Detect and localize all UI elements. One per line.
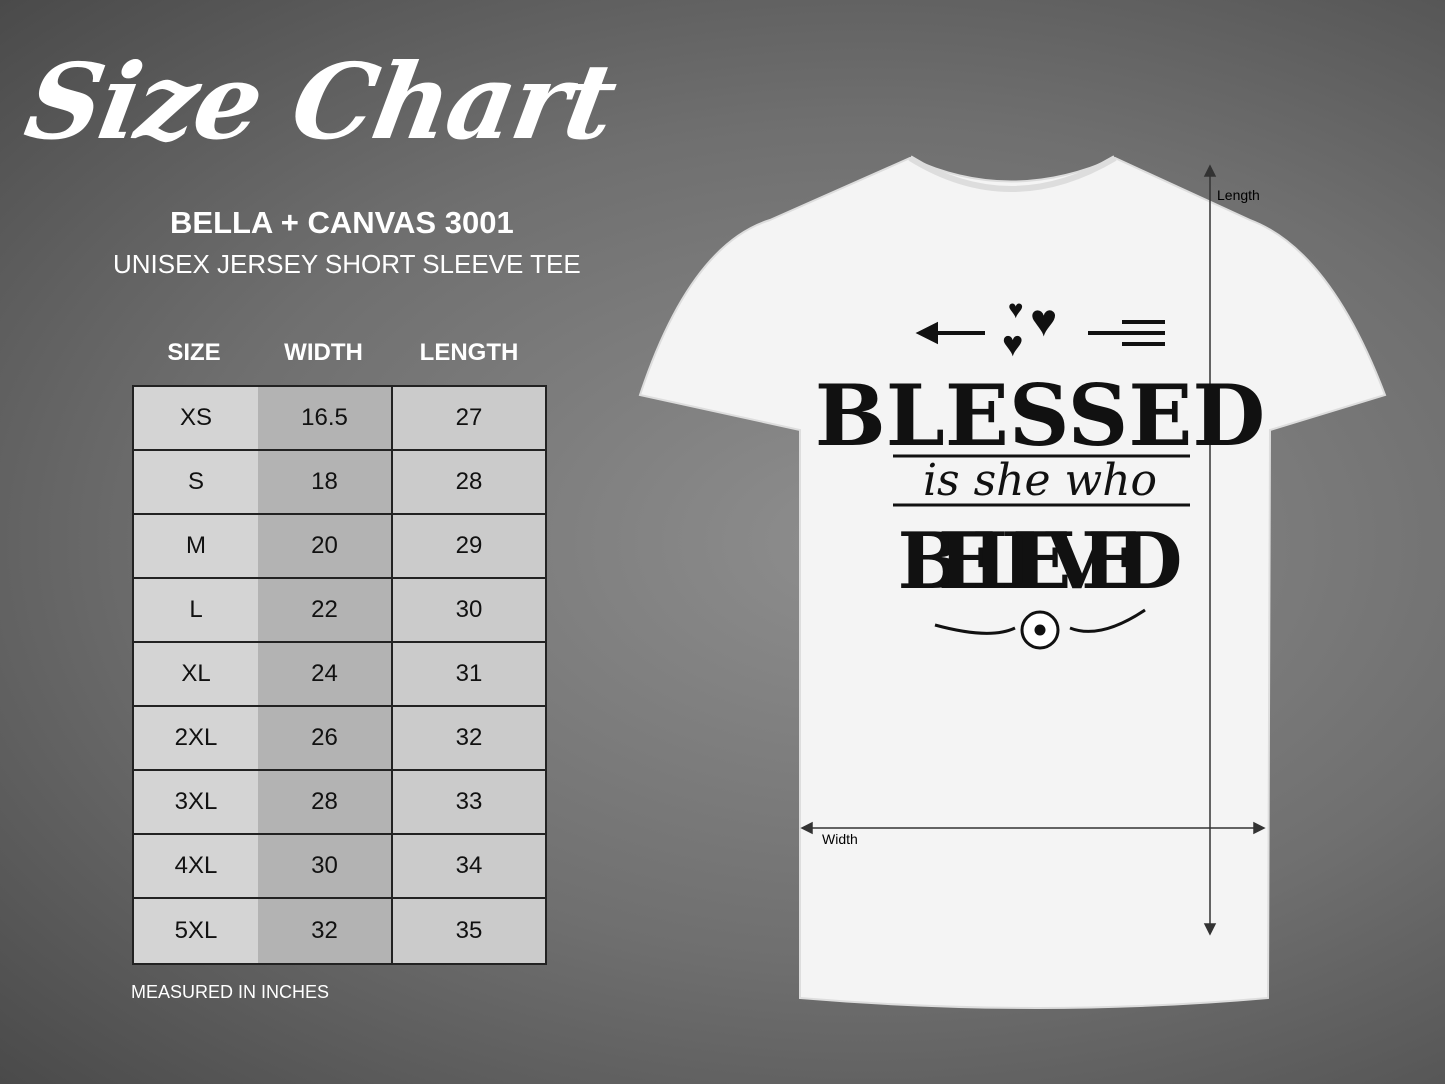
svg-text:♥: ♥ bbox=[1008, 294, 1023, 324]
length-label: Length bbox=[1217, 187, 1260, 203]
length-arrow bbox=[1203, 164, 1217, 936]
width-cell: 24 bbox=[258, 643, 393, 707]
size-table: XS 16.5 27 S 18 28 M 20 29 L 22 30 XL 24 31 2XL 26 32 3XL 2… bbox=[132, 385, 547, 965]
width-cell: 16.5 bbox=[258, 387, 393, 451]
width-label: Width bbox=[822, 831, 858, 847]
size-cell: 3XL bbox=[134, 771, 258, 835]
arrow-right-icon bbox=[1088, 320, 1165, 346]
length-cell: 32 bbox=[393, 707, 545, 771]
header-size: SIZE bbox=[167, 339, 221, 366]
size-cell: 5XL bbox=[134, 899, 258, 963]
measurement-note: MEASURED IN INCHES bbox=[131, 982, 330, 1002]
size-cell: 2XL bbox=[134, 707, 258, 771]
svg-text:♥: ♥ bbox=[1002, 323, 1023, 364]
arrow-left-icon bbox=[915, 321, 985, 345]
svg-text:♥: ♥ bbox=[1030, 294, 1057, 346]
length-cell: 27 bbox=[393, 387, 545, 451]
length-cell: 30 bbox=[393, 579, 545, 643]
product-subtitle: UNISEX JERSEY SHORT SLEEVE TEE bbox=[113, 249, 581, 279]
hearts-icon: ♥ ♥ ♥ bbox=[1002, 294, 1057, 364]
size-cell: XL bbox=[134, 643, 258, 707]
design-graphic: ♥ ♥ ♥ BLESSED is she who BELIEVED bbox=[815, 294, 1265, 650]
size-cell: L bbox=[134, 579, 258, 643]
collar bbox=[908, 155, 1117, 192]
width-cell: 26 bbox=[258, 707, 393, 771]
size-cell: 4XL bbox=[134, 835, 258, 899]
header-length: LENGTH bbox=[419, 339, 519, 366]
width-cell: 22 bbox=[258, 579, 393, 643]
width-cell: 20 bbox=[258, 515, 393, 579]
length-cell: 29 bbox=[393, 515, 545, 579]
floral-branch-icon bbox=[934, 608, 1146, 650]
header-width: WIDTH bbox=[284, 339, 363, 366]
width-cell: 32 bbox=[258, 899, 393, 963]
width-cell: 28 bbox=[258, 771, 393, 835]
length-cell: 28 bbox=[393, 451, 545, 515]
length-cell: 35 bbox=[393, 899, 545, 963]
tshirt-body bbox=[638, 156, 1387, 1009]
length-cell: 33 bbox=[393, 771, 545, 835]
design-line-2: is she who bbox=[923, 455, 1157, 506]
size-cell: XS bbox=[134, 387, 258, 451]
design-line-1: BLESSED bbox=[815, 366, 1265, 465]
width-cell: 30 bbox=[258, 835, 393, 899]
length-cell: 34 bbox=[393, 835, 545, 899]
length-cell: 31 bbox=[393, 643, 545, 707]
width-cell: 18 bbox=[258, 451, 393, 515]
design-line-3: BELIEVED bbox=[898, 516, 1183, 607]
width-arrow bbox=[800, 821, 1266, 835]
brand-model: BELLA + CANVAS 3001 bbox=[170, 205, 514, 240]
size-cell: S bbox=[134, 451, 258, 515]
size-cell: M bbox=[134, 515, 258, 579]
